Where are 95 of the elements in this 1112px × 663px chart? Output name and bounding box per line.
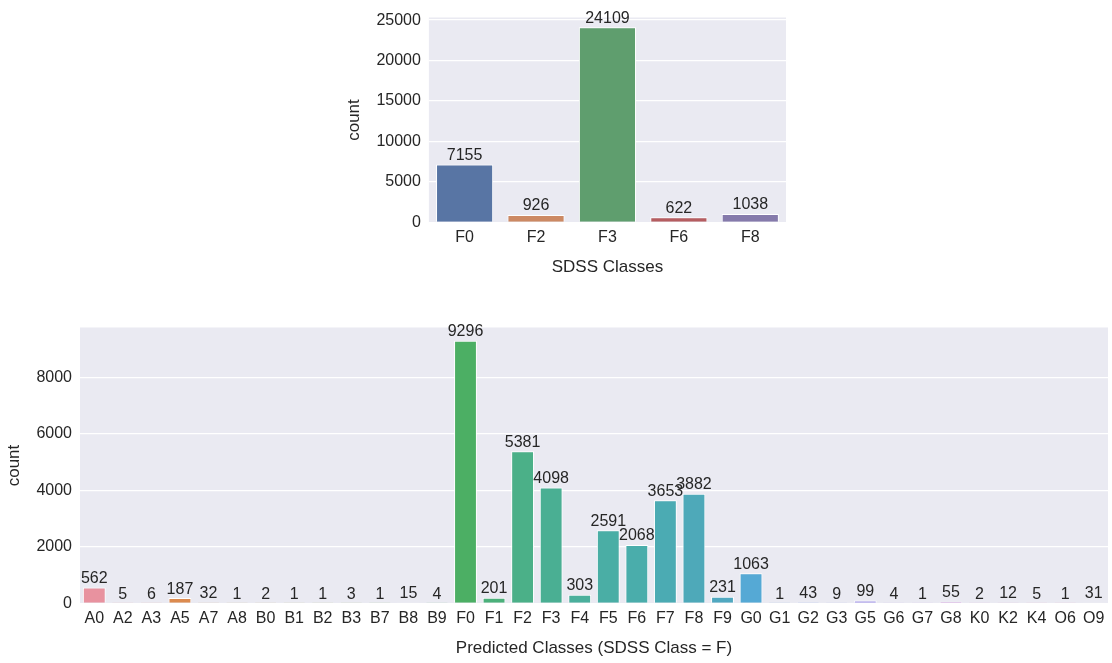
- y-tick-label: 15000: [376, 91, 421, 109]
- x-tick-label: K2: [998, 609, 1018, 627]
- x-tick-label: F7: [656, 609, 675, 627]
- data-label: 2: [975, 584, 985, 602]
- x-tick-label: F9: [713, 609, 732, 627]
- y-tick-label: 8000: [36, 367, 73, 385]
- data-label: 99: [856, 582, 875, 600]
- y-tick-label: 5000: [385, 172, 421, 190]
- data-label: 9: [832, 584, 842, 602]
- data-label: 201: [480, 579, 508, 597]
- data-label: 1: [318, 584, 328, 602]
- data-label: 926: [522, 196, 550, 214]
- y-tick-label: 25000: [376, 10, 421, 28]
- x-tick-label: F6: [669, 228, 689, 246]
- x-tick-label: B7: [370, 609, 390, 627]
- x-tick-label: F4: [570, 609, 590, 627]
- data-label: 7155: [446, 145, 483, 163]
- x-axis-title: Predicted Classes (SDSS Class = F): [455, 638, 733, 658]
- x-tick-label: G6: [883, 609, 905, 627]
- x-tick-label: F2: [526, 228, 546, 246]
- data-label: 12: [999, 584, 1018, 602]
- data-label: 1038: [732, 195, 769, 213]
- x-tick-label: K4: [1026, 609, 1047, 627]
- x-tick-label: F5: [598, 609, 618, 627]
- data-label: 1063: [733, 554, 769, 572]
- data-label: 231: [709, 578, 736, 596]
- data-label: 43: [799, 583, 818, 601]
- x-tick-label: G5: [854, 609, 877, 627]
- x-tick-label: F2: [513, 609, 533, 627]
- data-label: 562: [80, 568, 108, 586]
- data-label: 2: [261, 584, 271, 602]
- y-tick-label: 0: [411, 212, 421, 230]
- data-label: 55: [942, 583, 960, 601]
- data-label: 1: [917, 584, 927, 602]
- data-label: 4098: [533, 469, 570, 487]
- x-tick-label: F0: [455, 228, 475, 246]
- x-tick-label: A5: [170, 609, 190, 627]
- x-tick-label: G3: [826, 609, 848, 627]
- data-label: 1: [775, 584, 785, 602]
- y-tick-label: 2000: [36, 537, 73, 555]
- x-tick-label: G8: [940, 609, 962, 627]
- data-label: 622: [665, 198, 693, 216]
- data-label: 5: [1032, 584, 1042, 602]
- x-tick-label: F8: [740, 228, 760, 246]
- x-tick-label: B8: [398, 609, 419, 627]
- x-tick-label: G7: [911, 609, 934, 627]
- x-tick-label: A3: [141, 609, 162, 627]
- x-tick-label: O9: [1083, 609, 1105, 627]
- x-axis-title: SDSS Classes: [551, 257, 664, 277]
- x-tick-label: F1: [484, 609, 504, 627]
- x-tick-label: G0: [740, 609, 762, 627]
- x-tick-label: K0: [969, 609, 990, 627]
- x-tick-label: F0: [456, 609, 475, 627]
- y-tick-label: 4000: [36, 480, 73, 498]
- y-axis-title: count: [3, 444, 23, 487]
- data-label: 4: [432, 584, 442, 602]
- y-tick-label: 6000: [36, 424, 73, 442]
- x-tick-label: F3: [598, 228, 617, 246]
- data-label: 1: [1060, 584, 1070, 602]
- data-label: 1: [232, 584, 242, 602]
- data-label: 32: [199, 583, 218, 601]
- x-tick-label: F8: [684, 609, 704, 627]
- x-tick-label: B1: [284, 609, 305, 627]
- data-label: 1: [375, 584, 385, 602]
- data-label: 5381: [504, 432, 541, 450]
- data-label: 31: [1084, 583, 1103, 601]
- data-label: 24109: [585, 8, 630, 26]
- data-label: 15: [399, 584, 418, 602]
- x-tick-label: B9: [427, 609, 447, 627]
- x-tick-label: F6: [627, 609, 647, 627]
- x-tick-label: O6: [1054, 609, 1076, 627]
- x-tick-label: F3: [541, 609, 561, 627]
- data-label: 303: [566, 576, 594, 594]
- data-label: 2591: [590, 511, 627, 529]
- x-tick-label: B0: [255, 609, 276, 627]
- x-tick-label: A8: [227, 609, 247, 627]
- x-tick-label: G1: [768, 609, 791, 627]
- data-label: 9296: [447, 322, 484, 340]
- y-tick-label: 10000: [376, 131, 421, 149]
- x-tick-label: A2: [113, 609, 133, 627]
- x-tick-label: B3: [341, 609, 362, 627]
- y-tick-label: 0: [63, 593, 73, 611]
- data-label: 6: [146, 584, 156, 602]
- data-label: 4: [889, 584, 899, 602]
- x-tick-label: B2: [312, 609, 333, 627]
- data-label: 1: [289, 584, 299, 602]
- y-tick-label: 20000: [376, 51, 421, 68]
- data-label: 187: [166, 579, 194, 597]
- data-label: 5: [118, 584, 128, 602]
- data-label: 3: [346, 584, 356, 602]
- x-tick-label: G2: [797, 609, 819, 627]
- x-tick-label: A7: [198, 609, 219, 627]
- data-label: 2068: [619, 526, 655, 544]
- x-tick-label: A0: [84, 609, 105, 627]
- y-axis-title: count: [343, 98, 363, 141]
